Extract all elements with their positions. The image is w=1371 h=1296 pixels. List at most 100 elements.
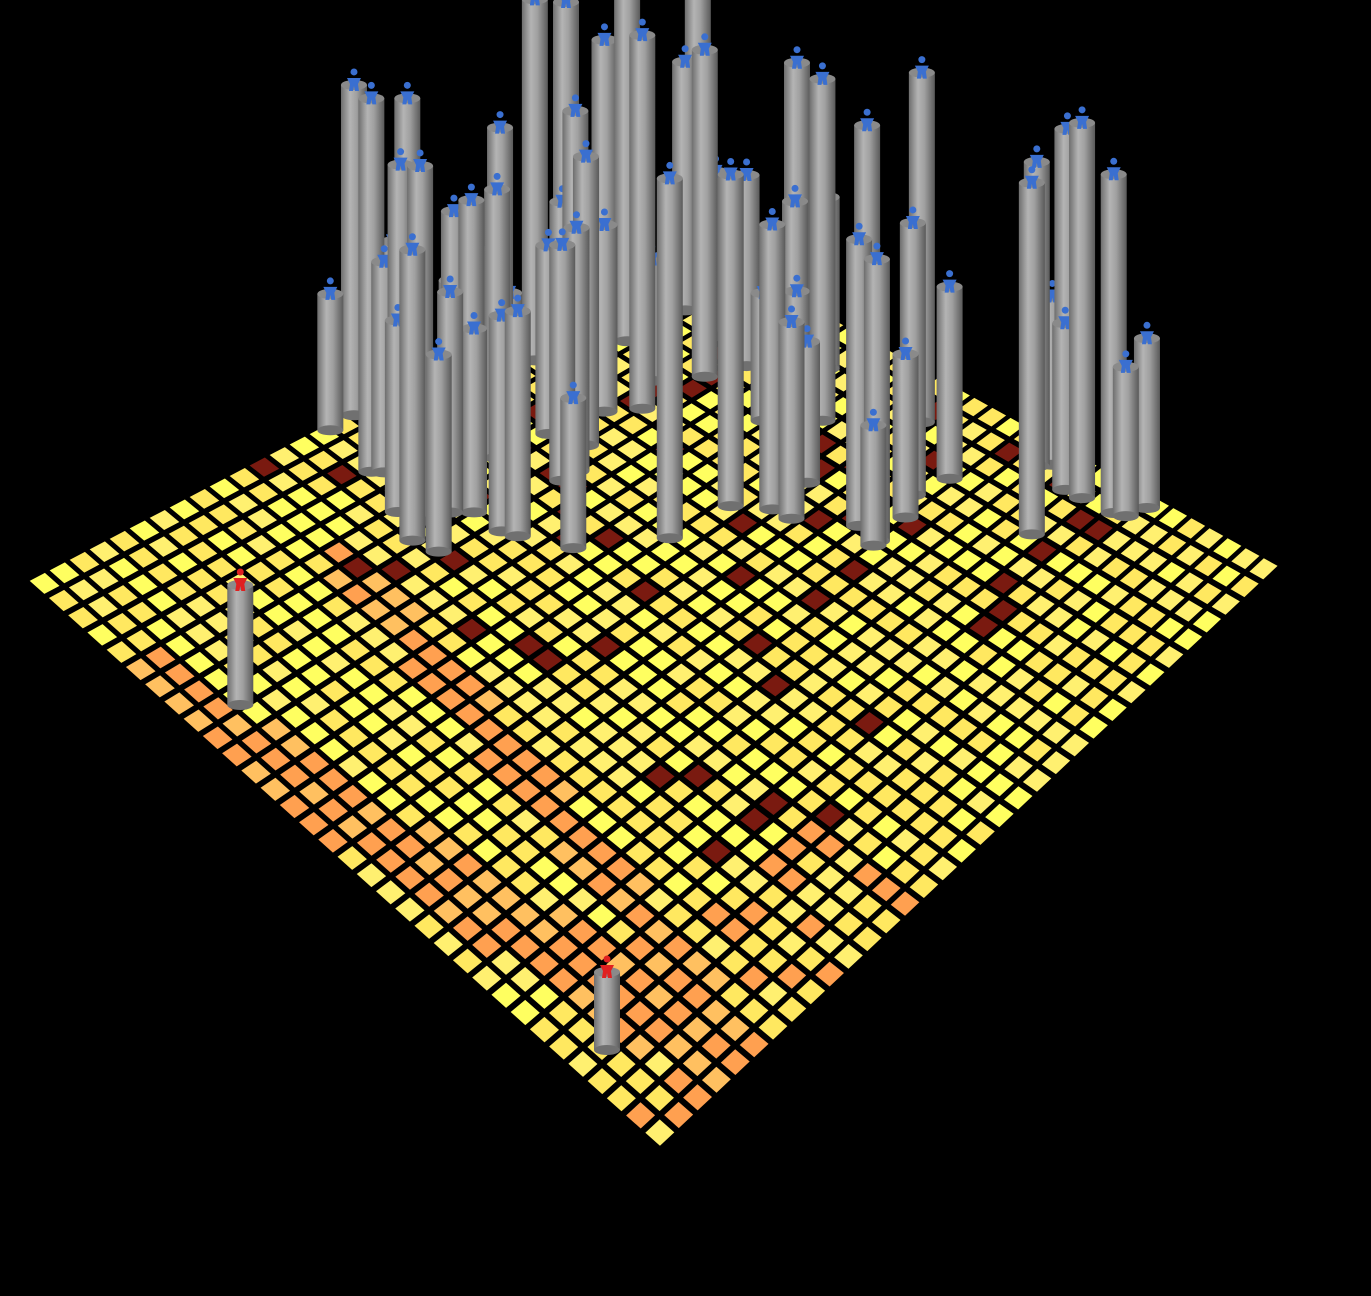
- turtle-body: [597, 217, 612, 231]
- patch: [778, 806, 807, 830]
- patch: [745, 551, 775, 573]
- patch: [988, 600, 1018, 622]
- patch: [702, 779, 732, 802]
- patch: [1042, 721, 1071, 744]
- patch: [341, 611, 371, 633]
- turtle: [662, 161, 677, 185]
- patch: [530, 794, 560, 818]
- patch: [835, 727, 865, 751]
- patch: [644, 1051, 674, 1077]
- turtle-head: [446, 275, 454, 283]
- patch: [302, 608, 333, 630]
- patch: [995, 417, 1025, 437]
- patch: [989, 572, 1019, 594]
- patch: [665, 720, 695, 744]
- patch: [758, 981, 788, 1007]
- patch: [683, 764, 713, 788]
- patch: [839, 586, 868, 608]
- turtle-head: [855, 222, 863, 230]
- patch: [628, 664, 658, 686]
- patch: [683, 825, 712, 849]
- patch: [1061, 674, 1090, 698]
- patch: [701, 999, 731, 1026]
- patch: [934, 538, 964, 559]
- patch: [109, 530, 140, 552]
- turtle-body: [1024, 175, 1039, 189]
- patch: [382, 533, 412, 554]
- patch: [606, 1085, 636, 1112]
- patch: [548, 1000, 579, 1026]
- patch: [758, 1014, 788, 1040]
- patch: [687, 593, 717, 615]
- patch: [549, 779, 579, 803]
- turtle-body: [1139, 331, 1154, 345]
- turtle-head: [603, 955, 611, 963]
- patch: [414, 914, 444, 939]
- patch: [892, 738, 921, 761]
- turtle: [490, 172, 505, 196]
- patch: [249, 457, 280, 477]
- turtle-head: [470, 312, 478, 320]
- patch: [453, 822, 483, 846]
- patch: [682, 1050, 712, 1077]
- patch: [550, 750, 580, 773]
- cylinder-base: [594, 1045, 620, 1055]
- patch: [834, 787, 864, 811]
- cylinder: [629, 35, 656, 409]
- patch: [1119, 595, 1148, 617]
- turtle-body: [566, 391, 581, 405]
- patch: [552, 635, 582, 657]
- patch: [533, 649, 563, 671]
- patch: [414, 820, 445, 844]
- patch: [474, 689, 504, 712]
- patch: [510, 839, 541, 864]
- patch: [164, 692, 194, 715]
- patch: [612, 567, 642, 589]
- turtle: [635, 18, 650, 42]
- patch: [340, 639, 370, 661]
- patch: [280, 734, 311, 758]
- patch: [106, 641, 137, 663]
- patch: [948, 718, 978, 741]
- turtle-head: [397, 148, 405, 156]
- patch: [823, 495, 853, 516]
- patch: [682, 918, 712, 944]
- patch: [379, 614, 410, 636]
- patch: [663, 1000, 693, 1026]
- patch: [801, 589, 830, 611]
- patch: [701, 902, 731, 927]
- patch: [554, 580, 584, 602]
- patch: [740, 747, 770, 771]
- turtle-head: [571, 94, 579, 102]
- turtle-head: [666, 161, 674, 169]
- turtle-body: [723, 167, 738, 181]
- patch: [1212, 565, 1241, 587]
- cylinder: [317, 293, 344, 431]
- patch: [516, 553, 546, 574]
- patch: [834, 817, 864, 842]
- patch: [1082, 573, 1111, 595]
- patch: [1176, 518, 1206, 539]
- patch: [303, 580, 333, 602]
- patch: [515, 607, 545, 629]
- patch: [337, 846, 367, 870]
- patch: [759, 791, 789, 816]
- patch: [247, 508, 278, 529]
- cylinder: [691, 49, 718, 377]
- turtle: [393, 148, 408, 171]
- patch: [147, 590, 177, 612]
- patch: [818, 629, 848, 651]
- patch: [702, 749, 732, 772]
- patch: [568, 951, 598, 977]
- patch: [856, 654, 885, 677]
- patch: [703, 691, 733, 714]
- patch: [912, 664, 941, 686]
- patch: [281, 705, 311, 728]
- patch: [994, 442, 1024, 462]
- patch: [645, 1084, 674, 1112]
- patch: [663, 967, 693, 993]
- patch: [436, 688, 466, 711]
- turtle-head: [793, 46, 801, 54]
- patch: [597, 452, 627, 472]
- turtle-head: [498, 299, 506, 307]
